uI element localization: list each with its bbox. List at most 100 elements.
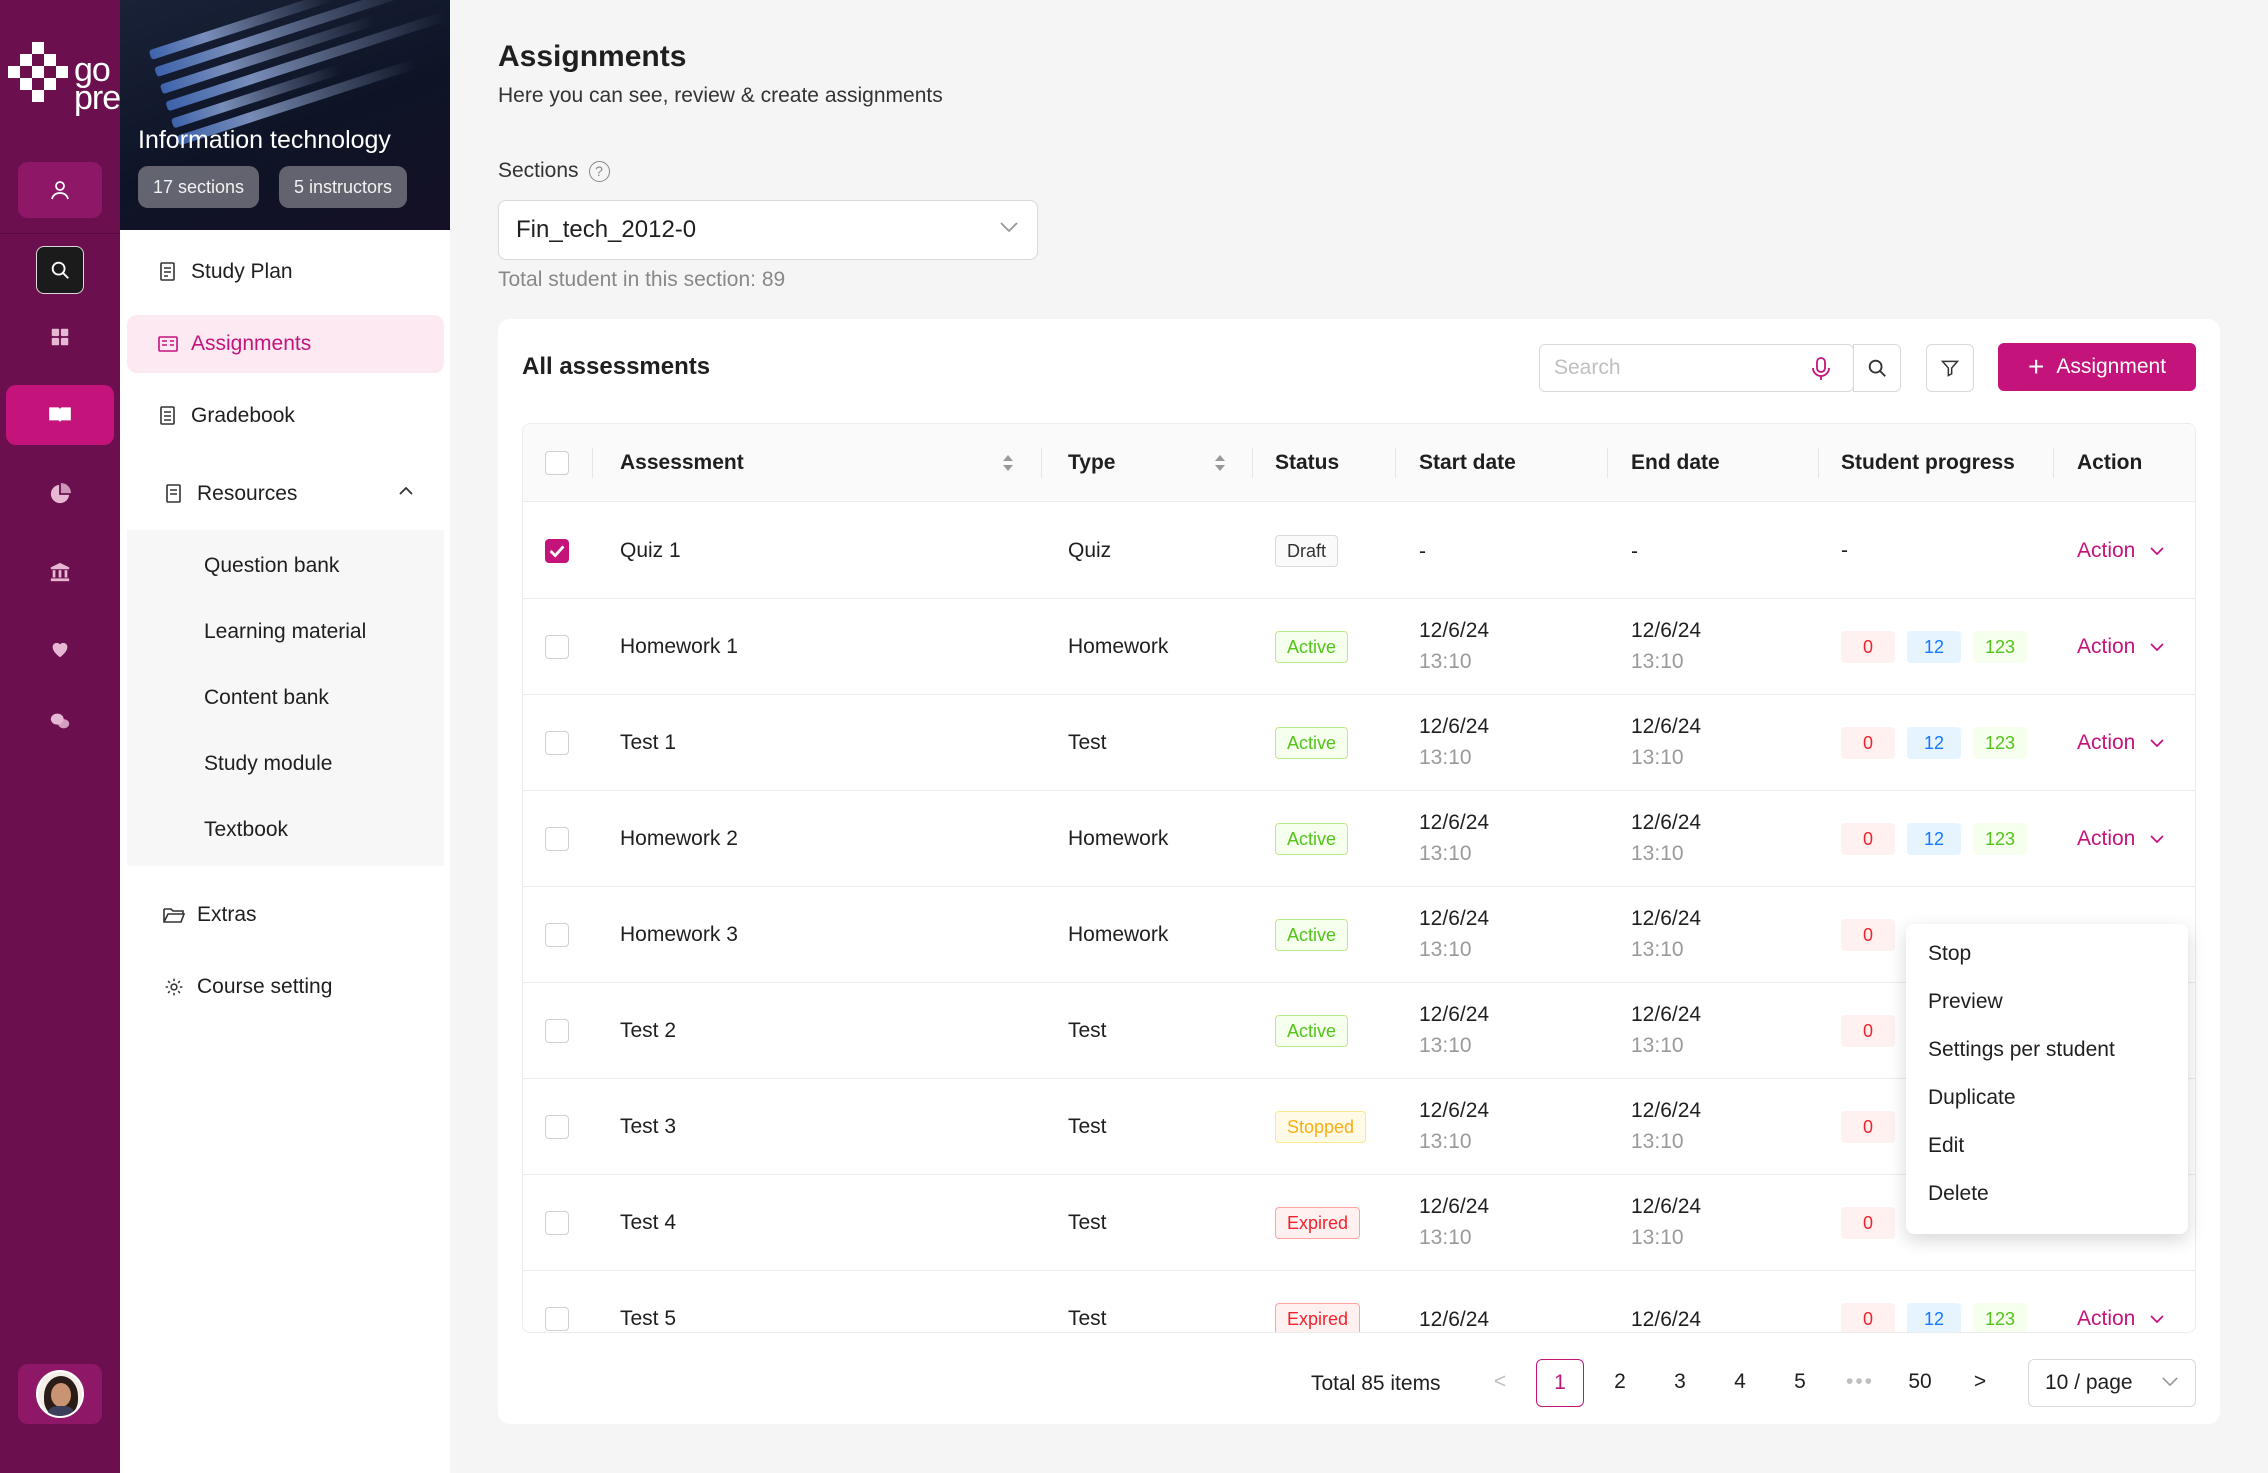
- nav-gradebook[interactable]: Gradebook: [127, 387, 444, 445]
- nav-assignments[interactable]: Assignments: [127, 315, 444, 373]
- row-checkbox[interactable]: [545, 635, 569, 659]
- end-date: 12/6/24 13:10: [1631, 1003, 1701, 1058]
- row-checkbox[interactable]: [545, 539, 569, 563]
- search-icon: [51, 261, 69, 279]
- start-date-time: 13:10: [1419, 746, 1472, 769]
- menu-item-stop[interactable]: Stop: [1928, 942, 1972, 965]
- row-checkbox[interactable]: [545, 923, 569, 947]
- nav-gradebook-label: Gradebook: [191, 404, 295, 427]
- pagination-page-3[interactable]: 3: [1674, 1370, 1686, 1393]
- rail-messages-button[interactable]: [45, 706, 75, 736]
- user-avatar[interactable]: [18, 1364, 102, 1424]
- page-size-select[interactable]: 10 / page: [2028, 1359, 2196, 1407]
- column-header-start-date: Start date: [1419, 451, 1516, 474]
- assessment-name[interactable]: Test 1: [620, 731, 677, 754]
- start-date: 12/6/24 13:10: [1419, 619, 1489, 674]
- table-row[interactable]: Quiz 1 Quiz Draft - - - Action: [523, 503, 2195, 599]
- pagination-page-5[interactable]: 5: [1794, 1370, 1806, 1393]
- rail-dashboard-button[interactable]: [45, 322, 75, 352]
- menu-item-edit[interactable]: Edit: [1928, 1134, 1965, 1157]
- rail-user-button[interactable]: [18, 162, 102, 218]
- help-icon[interactable]: ?: [588, 160, 610, 182]
- add-assignment-button[interactable]: + Assignment: [1998, 343, 2196, 391]
- row-action-button[interactable]: Action: [2077, 731, 2165, 755]
- assessment-name[interactable]: Homework 3: [620, 923, 738, 946]
- row-checkbox[interactable]: [545, 731, 569, 755]
- gop-logo[interactable]: go prep: [8, 38, 139, 118]
- search-input[interactable]: [1554, 345, 1804, 391]
- pagination-ellipsis[interactable]: •••: [1845, 1370, 1875, 1393]
- search-button[interactable]: [1853, 344, 1901, 392]
- rail-institution-button[interactable]: [45, 557, 75, 587]
- nav-extras[interactable]: Extras: [127, 886, 444, 944]
- row-checkbox[interactable]: [545, 1115, 569, 1139]
- pagination-page-2[interactable]: 2: [1614, 1370, 1626, 1393]
- dashboard-grid-icon: [51, 328, 69, 346]
- menu-item-duplicate[interactable]: Duplicate: [1928, 1086, 2016, 1109]
- progress-in-progress-count: 12: [1907, 727, 1961, 759]
- resources-item-content-bank[interactable]: Content bank: [204, 686, 329, 709]
- menu-item-settings-per-student[interactable]: Settings per student: [1928, 1038, 2115, 1061]
- resources-item-study-module[interactable]: Study module: [204, 752, 333, 775]
- resources-item-question-bank[interactable]: Question bank: [204, 554, 340, 577]
- table-row[interactable]: Test 3 Test Stopped 12/6/24 13:10 12/6/24 13:1…: [523, 1079, 2195, 1175]
- assessment-name[interactable]: Test 3: [620, 1115, 677, 1138]
- sort-icon[interactable]: [1214, 453, 1226, 473]
- table-row[interactable]: Test 1 Test Active 12/6/24 13:10 12/6/24 13:10…: [523, 695, 2195, 791]
- section-select[interactable]: Fin_tech_2012-0: [498, 200, 1038, 260]
- assessment-name[interactable]: Test 5: [620, 1307, 677, 1330]
- menu-item-delete[interactable]: Delete: [1928, 1182, 1989, 1205]
- end-date: 12/6/24: [1631, 1308, 1701, 1332]
- row-checkbox[interactable]: [545, 1211, 569, 1235]
- end-date-day: 12/6/24: [1631, 619, 1702, 642]
- assessment-type: Test: [1068, 731, 1107, 754]
- start-date-day: -: [1419, 540, 1426, 563]
- assessments-table: Assessment Type Status Start date End da…: [522, 423, 2196, 1333]
- resources-item-learning-material[interactable]: Learning material: [204, 620, 367, 643]
- nav-course-setting[interactable]: Course setting: [127, 958, 444, 1016]
- table-row[interactable]: Test 4 Test Expired 12/6/24 13:10 12/6/24 13:1…: [523, 1175, 2195, 1271]
- row-action-button[interactable]: Action: [2077, 1307, 2165, 1331]
- table-row[interactable]: Homework 1 Homework Active 12/6/24 13:10 12/6…: [523, 599, 2195, 695]
- row-action-button[interactable]: Action: [2077, 635, 2165, 659]
- row-checkbox[interactable]: [545, 1307, 569, 1331]
- microphone-icon[interactable]: [1812, 357, 1830, 381]
- row-checkbox[interactable]: [545, 827, 569, 851]
- table-row[interactable]: Homework 2 Homework Active 12/6/24 13:10 12/6…: [523, 791, 2195, 887]
- table-row[interactable]: Test 2 Test Active 12/6/24 13:10 12/6/24 13:10…: [523, 983, 2195, 1079]
- start-date-time: 13:10: [1419, 1034, 1472, 1057]
- column-divider: [1395, 448, 1396, 478]
- rail-courses-button[interactable]: [6, 385, 114, 445]
- pagination-page-50[interactable]: 50: [1908, 1370, 1932, 1393]
- assessment-name[interactable]: Homework 2: [620, 827, 738, 850]
- pagination-prev-button[interactable]: <: [1493, 1370, 1507, 1393]
- select-all-checkbox[interactable]: [545, 451, 569, 475]
- pagination-page-1[interactable]: 1: [1536, 1359, 1584, 1407]
- start-date-time: 13:10: [1419, 1226, 1472, 1249]
- assessment-name[interactable]: Homework 1: [620, 635, 738, 658]
- instructors-count-chip: 5 instructors: [279, 166, 408, 208]
- row-checkbox[interactable]: [545, 1019, 569, 1043]
- assessment-name[interactable]: Test 4: [620, 1211, 677, 1234]
- assessment-name[interactable]: Quiz 1: [620, 539, 681, 562]
- column-header-assessment[interactable]: Assessment: [620, 451, 744, 474]
- progress-not-started-count: 0: [1841, 631, 1895, 663]
- filter-button[interactable]: [1926, 344, 1974, 392]
- table-row[interactable]: Test 5 Test Expired 12/6/24 12/6/24 0 12 123 Act…: [523, 1271, 2195, 1332]
- pagination-page-4[interactable]: 4: [1734, 1370, 1746, 1393]
- column-header-type[interactable]: Type: [1068, 451, 1116, 474]
- assessment-name[interactable]: Test 2: [620, 1019, 677, 1042]
- rail-analytics-button[interactable]: [45, 479, 75, 509]
- table-row[interactable]: Homework 3 Homework Active 12/6/24 13:10 12/6…: [523, 887, 2195, 983]
- pagination-next-button[interactable]: >: [1973, 1370, 1987, 1393]
- rail-search-button[interactable]: [36, 246, 84, 294]
- row-action-button[interactable]: Action: [2077, 539, 2165, 563]
- menu-item-preview[interactable]: Preview: [1928, 990, 2003, 1013]
- nav-study-plan[interactable]: Study Plan: [127, 243, 444, 301]
- rail-favorites-button[interactable]: [45, 634, 75, 664]
- nav-resources[interactable]: Resources: [127, 465, 444, 523]
- row-action-button[interactable]: Action: [2077, 827, 2165, 851]
- progress-in-progress-count: 12: [1907, 631, 1961, 663]
- sort-icon[interactable]: [1002, 453, 1014, 473]
- resources-item-textbook[interactable]: Textbook: [204, 818, 289, 841]
